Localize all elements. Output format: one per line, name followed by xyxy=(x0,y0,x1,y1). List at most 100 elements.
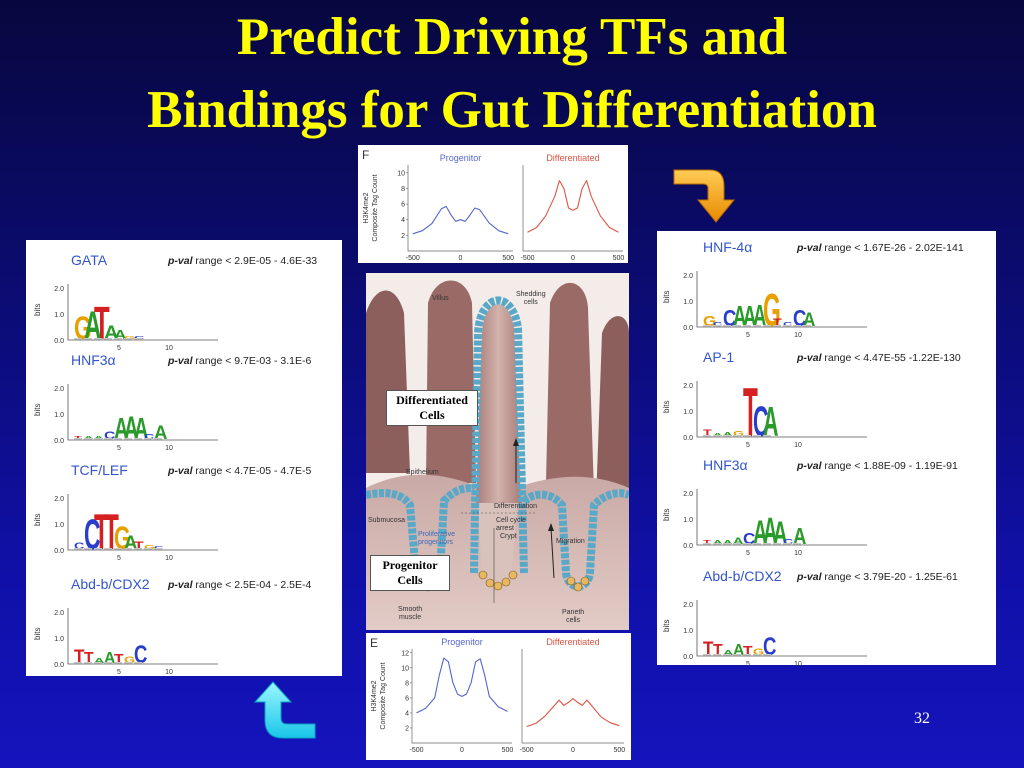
axis-xtick: 10 xyxy=(165,345,173,352)
pval-label: p-val xyxy=(797,460,822,472)
logo-residue xyxy=(743,543,751,545)
motif-2: HNF3α p-val range < 9.7E-03 - 3.1E-6 bits 2… xyxy=(26,352,342,458)
logo-residue xyxy=(104,338,112,340)
progenitor-cells-box: Progenitor Cells xyxy=(370,555,450,591)
chart-xtick: -500 xyxy=(520,747,534,754)
logo-residue xyxy=(94,662,102,664)
logo-letter: G xyxy=(763,284,781,336)
logo-letter: A xyxy=(733,642,745,659)
logo-residue xyxy=(94,338,102,340)
chart-xtick: 500 xyxy=(613,255,625,262)
logo-residue xyxy=(84,338,92,340)
logo-residue xyxy=(144,438,152,440)
logo-residue xyxy=(703,654,711,656)
logo-letter: T xyxy=(74,435,82,440)
back-villus-right xyxy=(546,282,594,493)
series-line-progenitor xyxy=(416,657,508,714)
right-motif-panel: HNF-4α p-val range < 1.67E-26 - 2.02E-141… xyxy=(657,231,996,668)
logo-residue xyxy=(713,435,721,437)
axis-xtick: 10 xyxy=(794,332,802,339)
series-name: Progenitor xyxy=(441,637,483,647)
logo-residue xyxy=(74,662,82,664)
axis-ytick: 0.0 xyxy=(683,435,693,442)
axis-ytick: 1.0 xyxy=(54,636,64,643)
logo-letter: C xyxy=(134,335,145,340)
axis-xtick: 5 xyxy=(746,550,750,557)
logo-letter: T xyxy=(114,652,124,666)
logo-letter: C xyxy=(713,322,722,328)
pval-text: range < 4.7E-05 - 4.7E-5 xyxy=(192,465,312,477)
label-villus: Villus xyxy=(432,295,449,302)
motif-4: Abd-b/CDX2 p-val range < 3.79E-20 - 1.25E… xyxy=(657,568,996,674)
left-crypt-epithelium xyxy=(366,484,475,591)
axis-ylabel: bits xyxy=(662,509,671,521)
axis-xtick: 5 xyxy=(746,442,750,449)
logo-letter: C xyxy=(783,322,792,328)
axis-ytick: 1.0 xyxy=(683,517,693,524)
slide-title-line2: Bindings for Gut Differentiation xyxy=(147,81,877,139)
chart-axis xyxy=(522,165,623,252)
axis-xtick: 10 xyxy=(794,661,802,668)
logo-residue xyxy=(154,438,162,440)
axis-xtick: 10 xyxy=(165,669,173,676)
series-line-progenitor xyxy=(412,205,509,235)
left-motif-panel: GATA p-val range < 2.9E-05 - 4.6E-33 bits 2… xyxy=(26,240,342,676)
pval-text: range < 4.47E-55 -1.22E-130 xyxy=(821,352,961,364)
tf-name: HNF3α xyxy=(703,457,748,473)
series-line-differentiated xyxy=(526,698,620,728)
logo-residue xyxy=(703,543,711,545)
chart-ytick: 6 xyxy=(405,695,409,702)
logo-residue xyxy=(743,654,751,656)
axis-ytick: 2.0 xyxy=(683,383,693,390)
axis-ytick: 0.0 xyxy=(54,548,64,555)
logo-residue xyxy=(793,543,801,545)
panel-letter: F xyxy=(362,148,369,162)
logo-letter: C xyxy=(753,398,768,446)
logo-residue xyxy=(104,438,112,440)
back-villus-mid xyxy=(426,280,476,483)
back-villus-left xyxy=(366,290,410,473)
logo-letter: T xyxy=(94,297,110,349)
epithelium-layer xyxy=(470,296,528,574)
logo-residue xyxy=(114,548,122,550)
axis-ylabel: bits xyxy=(33,628,42,640)
logo-letter: T xyxy=(703,428,713,439)
axis-ytick: 2.0 xyxy=(54,286,64,293)
logo-residue xyxy=(134,548,142,550)
logo-letter: T xyxy=(84,650,94,667)
axis-ylabel: bits xyxy=(33,514,42,526)
logo-letter: G xyxy=(114,520,131,557)
logo-letter: C xyxy=(144,433,154,441)
logo-residue xyxy=(723,654,731,656)
chart-xtick: -500 xyxy=(410,747,424,754)
logo-residue xyxy=(134,438,142,440)
logo-residue xyxy=(723,325,731,327)
logo-residue xyxy=(733,435,741,437)
logo-residue xyxy=(84,438,92,440)
axis-ytick: 0.0 xyxy=(54,662,64,669)
logo-residue xyxy=(74,338,82,340)
chart-ylabel: H3K4me2 xyxy=(371,680,378,711)
motif-4: Abd-b/CDX2 p-val range < 2.5E-04 - 2.5E-4… xyxy=(26,576,342,682)
logo-residue xyxy=(104,662,112,664)
logo-letter: A xyxy=(713,432,722,437)
series-line-differentiated xyxy=(527,180,619,233)
logo-letter: T xyxy=(773,317,782,329)
logo-letter: C xyxy=(783,538,793,546)
axis-ytick: 0.0 xyxy=(683,325,693,332)
axis-ytick: 1.0 xyxy=(683,628,693,635)
axis-xtick: 10 xyxy=(165,555,173,562)
logo-letter: T xyxy=(703,540,711,546)
logo-letter: G xyxy=(733,430,744,438)
label-epithelium: Epithelium xyxy=(406,469,439,476)
chart-xtick: 0 xyxy=(571,255,575,262)
logo-residue xyxy=(713,543,721,545)
slide-number: 32 xyxy=(914,710,930,727)
chart-xtick: 0 xyxy=(459,255,463,262)
logo-letter: A xyxy=(94,436,103,441)
logo-residue xyxy=(753,325,761,327)
axis-lines xyxy=(67,284,218,341)
logo-residue xyxy=(743,435,751,437)
